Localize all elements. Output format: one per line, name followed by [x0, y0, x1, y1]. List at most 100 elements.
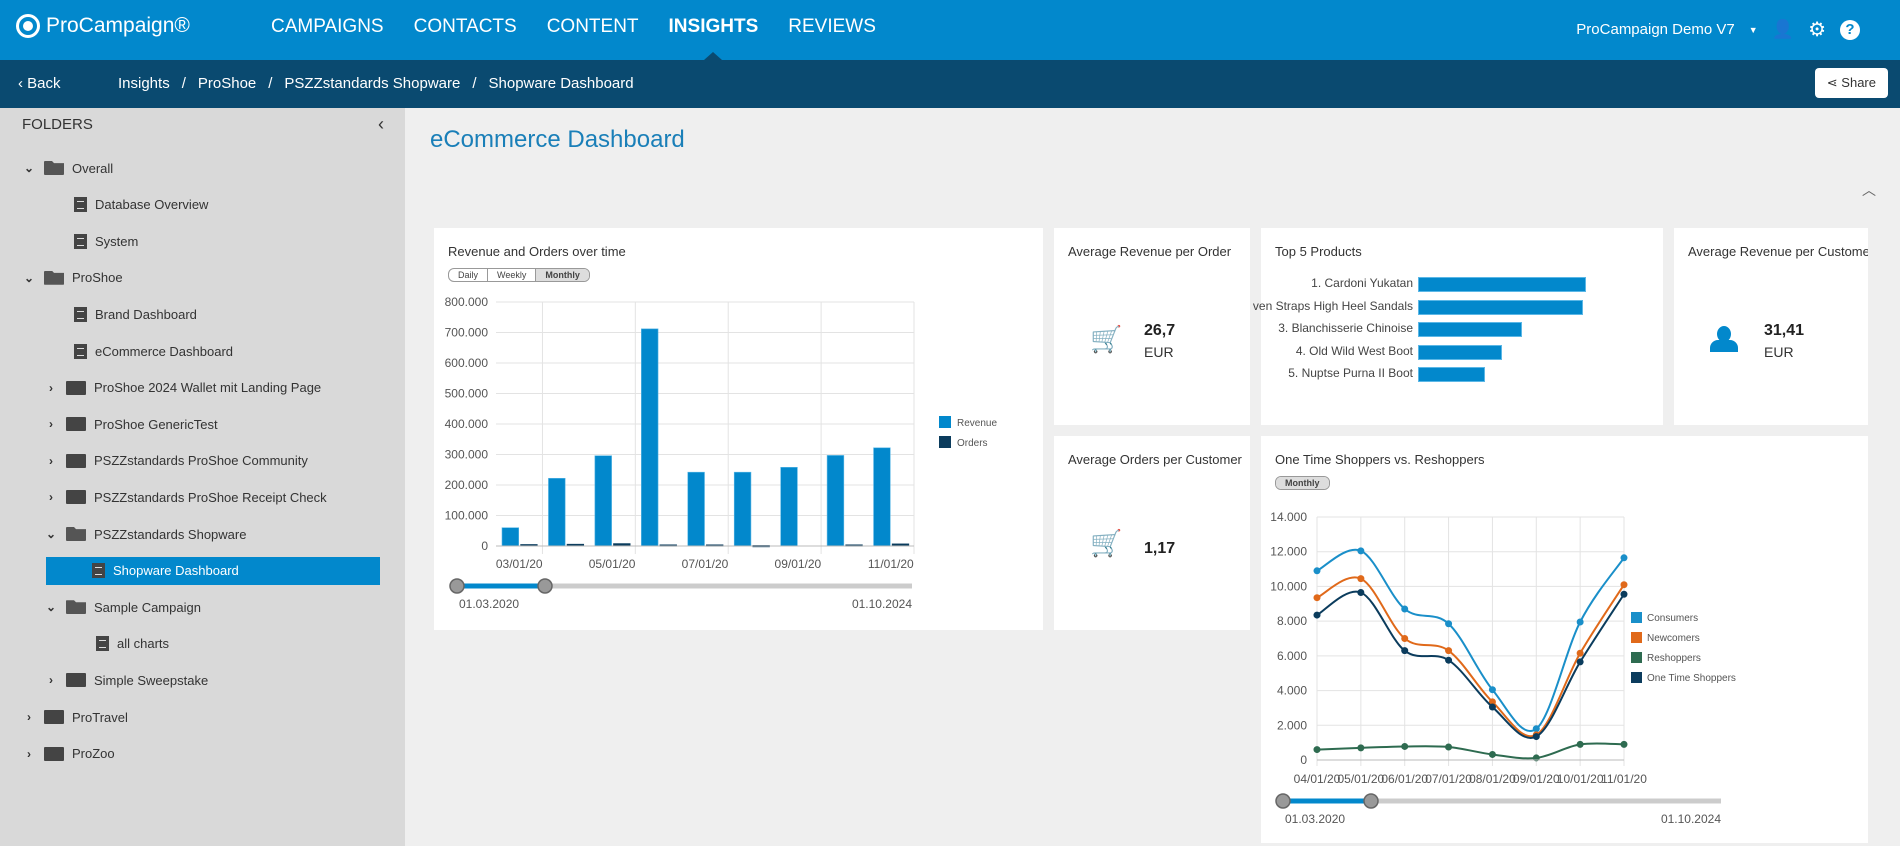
sidebar-item[interactable]: ⌄ ProShoe — [22, 264, 123, 292]
chevron-right-icon[interactable]: › — [49, 453, 53, 468]
sidebar-item[interactable]: › Simple Sweepstake — [44, 666, 208, 694]
data-point[interactable] — [1445, 620, 1453, 628]
data-point[interactable] — [1313, 594, 1321, 602]
data-point[interactable] — [1620, 554, 1628, 562]
bar-revenue[interactable] — [548, 477, 566, 547]
data-point[interactable] — [1401, 605, 1409, 613]
data-point[interactable] — [1488, 698, 1496, 706]
product-bar[interactable] — [1418, 367, 1486, 382]
sidebar-item[interactable]: eCommerce Dashboard — [74, 337, 233, 365]
data-point[interactable] — [1488, 703, 1496, 711]
data-point[interactable] — [1401, 742, 1409, 750]
range-slider-handle[interactable] — [449, 578, 465, 594]
breadcrumb-item[interactable]: Insights — [118, 75, 170, 92]
data-point[interactable] — [1401, 635, 1409, 642]
product-bar[interactable] — [1418, 277, 1586, 292]
sidebar-item[interactable]: › PSZZstandards ProShoe Receipt Check — [44, 483, 327, 511]
range-slider-handle[interactable] — [1275, 793, 1291, 809]
user-icon[interactable]: 👤 — [1771, 19, 1795, 39]
sidebar-item[interactable]: ⌄ PSZZstandards Shopware — [44, 520, 247, 548]
product-bar[interactable] — [1418, 344, 1502, 360]
chevron-down-icon[interactable]: ⌄ — [45, 527, 57, 541]
bar-revenue[interactable] — [780, 467, 798, 547]
granularity-daily[interactable]: Daily — [449, 269, 489, 281]
data-point[interactable] — [1620, 581, 1628, 589]
collapse-sidebar-icon[interactable]: ‹ — [378, 114, 384, 134]
chevron-right-icon[interactable]: › — [49, 673, 53, 688]
chevron-right-icon[interactable]: › — [49, 417, 53, 432]
data-point[interactable] — [1401, 647, 1409, 655]
nav-reviews[interactable]: REVIEWS — [788, 16, 876, 37]
gear-icon[interactable]: ⚙ — [1808, 19, 1826, 41]
sidebar-item[interactable]: › ProTravel — [22, 703, 128, 731]
data-point[interactable] — [1576, 649, 1584, 657]
bar-revenue[interactable] — [641, 328, 659, 547]
chevron-down-icon[interactable]: ⌄ — [23, 270, 35, 285]
bar-revenue[interactable] — [594, 455, 612, 547]
sidebar-item[interactable]: › ProShoe 2024 Wallet mit Landing Page — [44, 374, 321, 402]
bar-revenue[interactable] — [826, 455, 845, 547]
folder-icon — [66, 417, 86, 432]
chevron-right-icon[interactable]: › — [27, 746, 31, 761]
data-point[interactable] — [1445, 743, 1453, 751]
bar-revenue[interactable] — [873, 447, 891, 547]
data-point[interactable] — [1576, 658, 1584, 666]
nav-insights[interactable]: INSIGHTS — [654, 0, 774, 60]
data-point[interactable] — [1620, 740, 1628, 748]
data-point[interactable] — [1357, 744, 1365, 752]
data-point[interactable] — [1532, 733, 1540, 741]
range-start: 01.03.2020 — [1285, 812, 1345, 826]
range-slider-handle[interactable] — [537, 578, 553, 594]
breadcrumb-item[interactable]: Shopware Dashboard — [488, 75, 634, 92]
data-point[interactable] — [1532, 725, 1540, 733]
chevron-right-icon[interactable]: › — [27, 710, 31, 724]
chevron-down-icon[interactable]: ⌄ — [45, 600, 57, 615]
sidebar-item[interactable]: Shopware Dashboard — [46, 556, 380, 585]
bar-revenue[interactable] — [733, 471, 752, 547]
sidebar-item[interactable]: › ProZoo — [22, 740, 115, 768]
data-point[interactable] — [1488, 686, 1496, 694]
granularity-monthly[interactable]: Monthly — [536, 269, 589, 281]
chevron-right-icon[interactable]: › — [49, 490, 53, 505]
sidebar-item[interactable]: Database Overview — [74, 191, 208, 219]
data-point[interactable] — [1445, 656, 1453, 664]
data-point[interactable] — [1313, 567, 1321, 575]
sidebar-item[interactable]: ⌄ Sample Campaign — [44, 593, 201, 621]
product-bar[interactable] — [1418, 322, 1523, 337]
data-point[interactable] — [1357, 575, 1365, 583]
nav-campaigns[interactable]: CAMPAIGNS — [271, 16, 384, 37]
nav-content[interactable]: CONTENT — [546, 16, 639, 37]
data-point[interactable] — [1576, 618, 1584, 626]
sidebar-item[interactable]: ⌄ Overall — [22, 154, 113, 182]
back-button[interactable]: ‹ Back — [18, 75, 61, 92]
bar-revenue[interactable] — [687, 471, 705, 547]
data-point[interactable] — [1313, 746, 1321, 754]
logo[interactable]: ProCampaign® — [16, 14, 190, 38]
sidebar-item[interactable]: Brand Dashboard — [74, 300, 197, 328]
sidebar-item[interactable]: all charts — [96, 630, 169, 658]
breadcrumb-item[interactable]: PSZZstandards Shopware — [284, 75, 461, 92]
bar-revenue[interactable] — [501, 527, 520, 547]
nav-contacts[interactable]: CONTACTS — [413, 16, 517, 37]
sidebar-item[interactable]: › PSZZstandards ProShoe Community — [44, 447, 308, 475]
data-point[interactable] — [1488, 750, 1496, 758]
data-point[interactable] — [1357, 589, 1365, 597]
data-point[interactable] — [1313, 611, 1321, 619]
chevron-right-icon[interactable]: › — [49, 380, 53, 395]
granularity-weekly[interactable]: Weekly — [488, 269, 537, 281]
range-slider-handle[interactable] — [1363, 793, 1379, 809]
chevron-down-icon[interactable]: ⌄ — [23, 161, 35, 175]
data-point[interactable] — [1620, 590, 1628, 598]
granularity-monthly[interactable]: Monthly — [1276, 477, 1329, 489]
product-bar[interactable] — [1418, 299, 1583, 315]
data-point[interactable] — [1576, 740, 1584, 748]
chevron-up-icon[interactable]: ︿ — [1862, 182, 1876, 198]
data-point[interactable] — [1357, 547, 1365, 555]
sidebar-item[interactable]: System — [74, 227, 138, 255]
data-point[interactable] — [1445, 647, 1453, 655]
sidebar-item[interactable]: › ProShoe GenericTest — [44, 410, 218, 438]
breadcrumb-item[interactable]: ProShoe — [197, 75, 257, 92]
help-icon[interactable]: ? — [1840, 19, 1860, 40]
share-button[interactable]: ⋖ Share — [1814, 68, 1888, 98]
account-dropdown[interactable]: ProCampaign Demo V7 — [1576, 21, 1735, 38]
